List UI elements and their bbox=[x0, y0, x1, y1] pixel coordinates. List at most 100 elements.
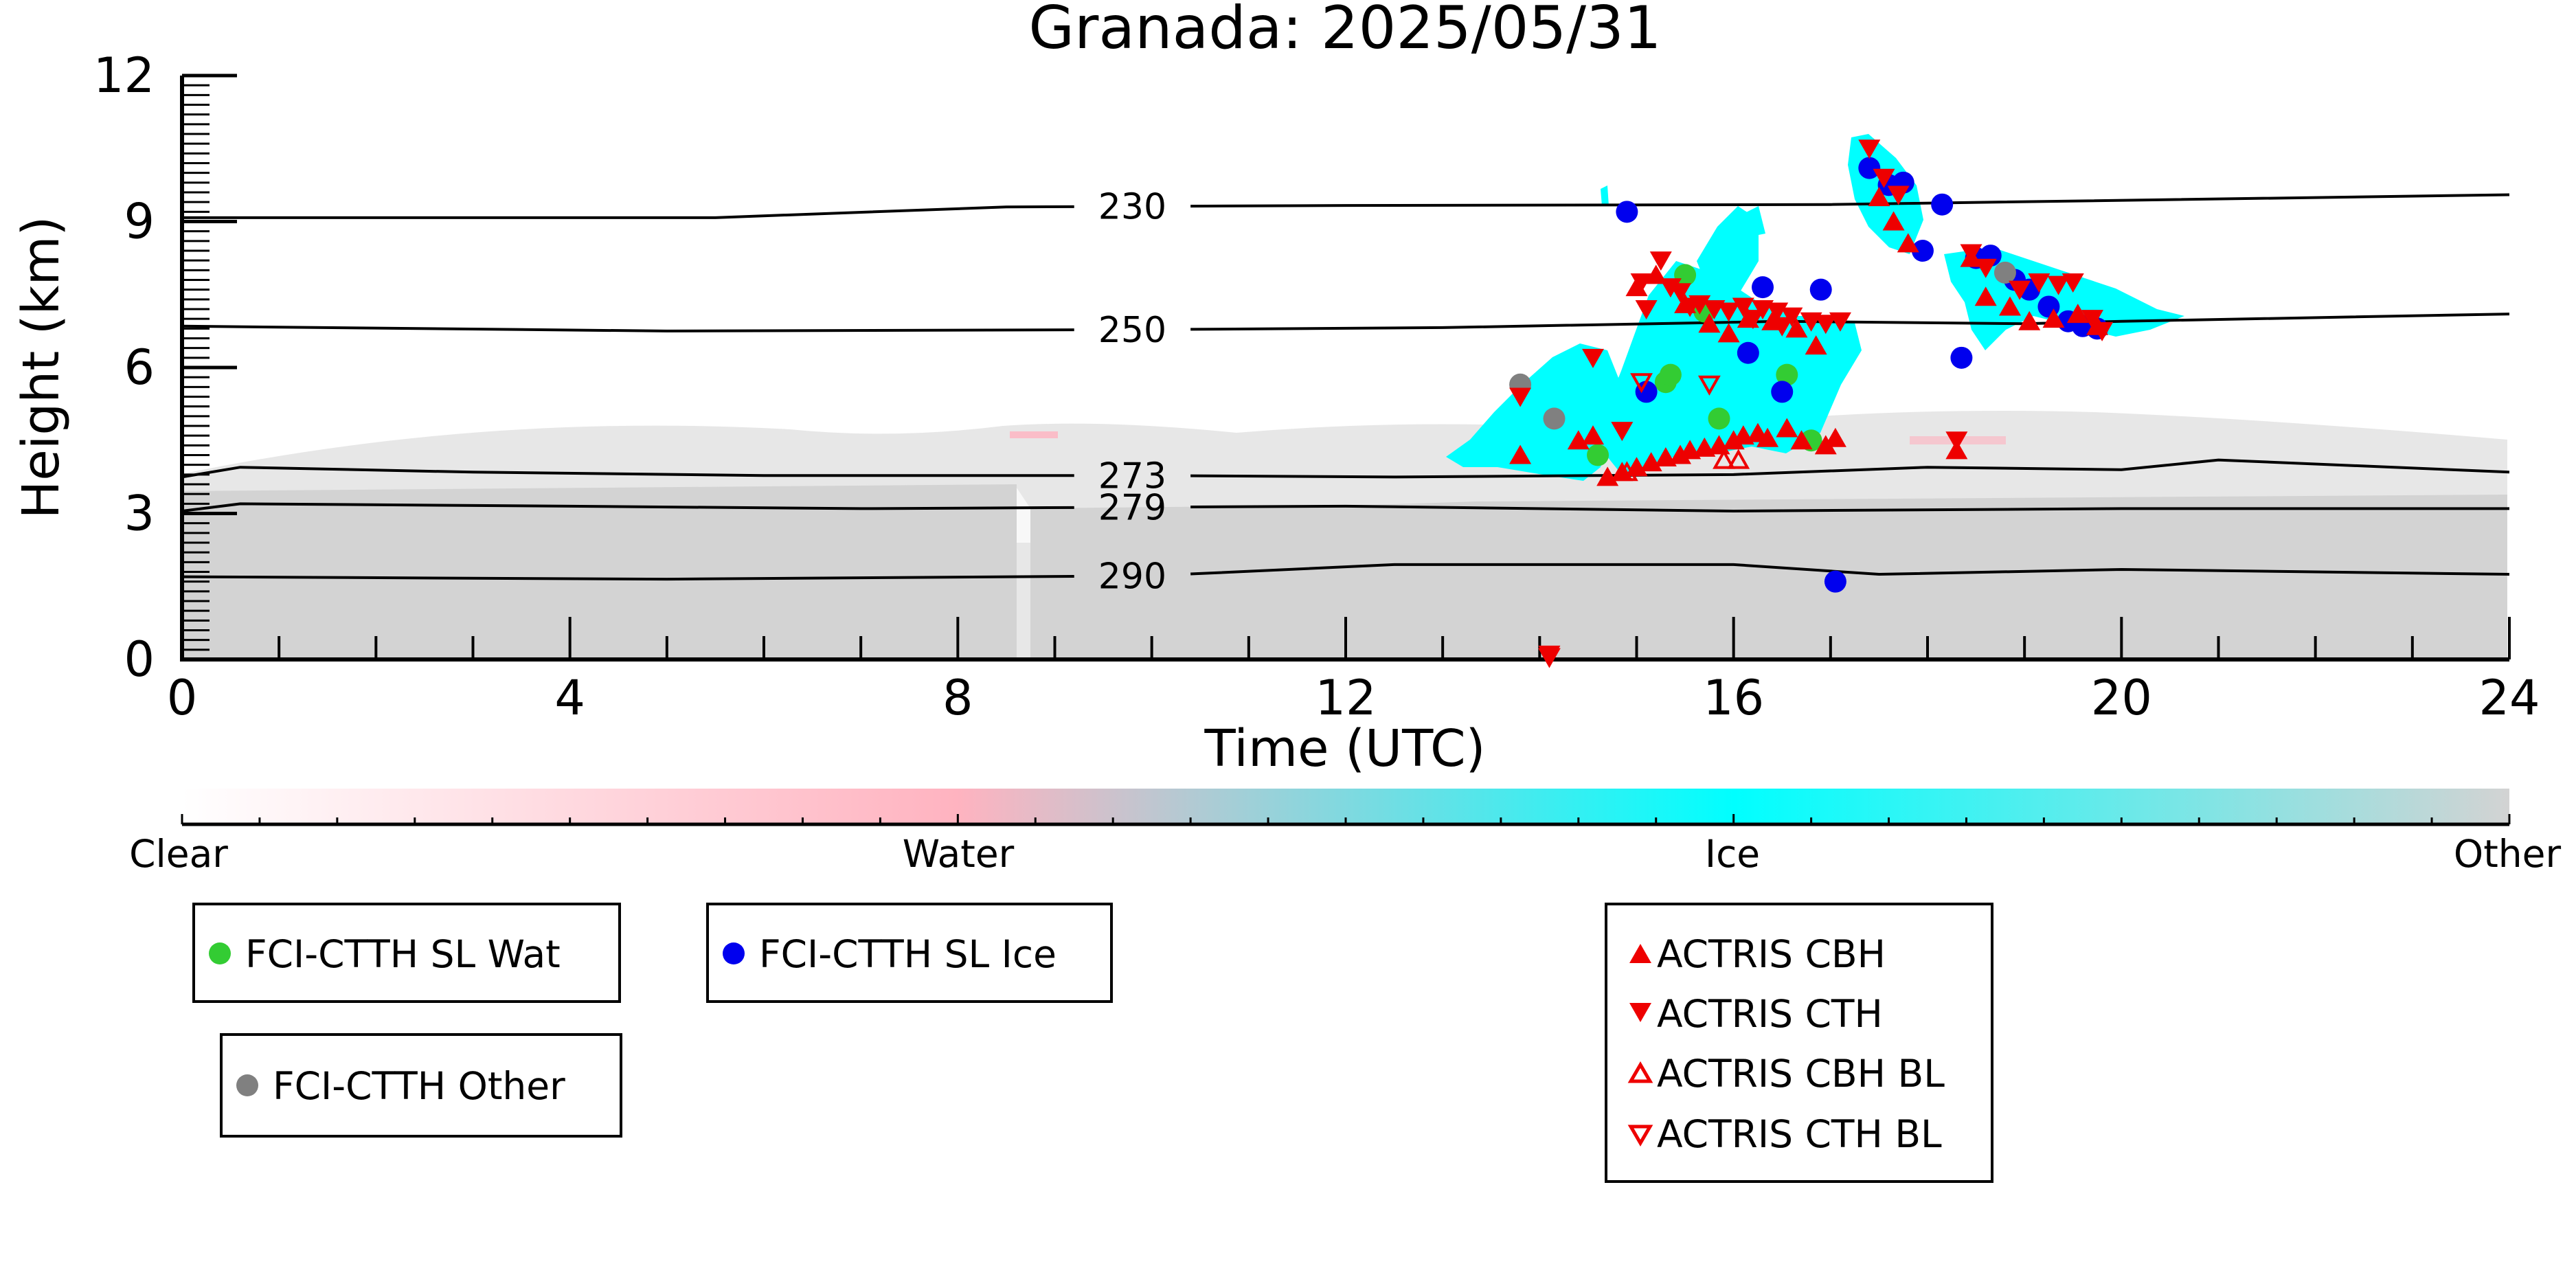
colorbar-label-ice: Ice bbox=[1705, 832, 1760, 876]
isotherm-line-279 bbox=[1190, 504, 2509, 512]
isotherm-line-230 bbox=[1190, 193, 2510, 208]
isotherm-label-273: 273 bbox=[1098, 455, 1166, 497]
legend-marker-cth-bl bbox=[1627, 1125, 1653, 1146]
marker-actris-cbh bbox=[1698, 313, 1721, 333]
marker-actris-cth-bl bbox=[1538, 648, 1561, 668]
y-axis: 0 3 6 9 12 bbox=[93, 47, 237, 688]
x-tick-label: 20 bbox=[2091, 670, 2152, 726]
x-axis-label: Time (UTC) bbox=[1204, 719, 1485, 778]
marker-actris-cbh bbox=[2042, 308, 2065, 328]
legend-label-ice: FCI-CTTH SL Ice bbox=[759, 932, 1057, 976]
marker-fci-ctth-sl-ice bbox=[1771, 381, 1794, 403]
marker-actris-cbh bbox=[1897, 233, 1919, 253]
marker-actris-cbh bbox=[1974, 286, 1997, 306]
isotherm-line-250 bbox=[181, 324, 1074, 332]
marker-actris-cbh bbox=[1882, 211, 1905, 231]
marker-actris-cth bbox=[1509, 387, 1532, 407]
marker-actris-cth bbox=[1858, 139, 1881, 159]
marker-actris-cbh bbox=[1596, 466, 1619, 486]
isotherm-line-273 bbox=[181, 466, 1074, 479]
marker-actris-cth bbox=[2061, 273, 2084, 293]
x-tick-label: 16 bbox=[1703, 670, 1764, 726]
marker-fci-ctth-sl-wat bbox=[1776, 363, 1798, 386]
marker-actris-cbh bbox=[1581, 425, 1604, 445]
marker-fci-ctth-sl-ice bbox=[1824, 570, 1846, 593]
marker-actris-cbh bbox=[1509, 444, 1532, 464]
marker-actris-cth bbox=[1581, 348, 1604, 368]
marker-actris-cth bbox=[1814, 315, 1837, 335]
marker-actris-cth bbox=[2028, 273, 2050, 293]
legend-label-cth: ACTRIS CTH bbox=[1657, 992, 1883, 1036]
marker-actris-cth bbox=[1766, 302, 1789, 322]
cloud-background-layer bbox=[182, 411, 2507, 659]
marker-actris-cbh bbox=[1708, 435, 1730, 455]
marker-fci-ctth-sl-ice bbox=[1858, 157, 1881, 179]
marker-actris-cth bbox=[1659, 278, 1682, 298]
marker-actris-cth bbox=[2091, 321, 2114, 341]
isotherm-line-273 bbox=[1190, 458, 2510, 479]
marker-actris-cth bbox=[1630, 273, 1653, 293]
marker-actris-cth bbox=[2009, 280, 2031, 300]
x-tick-label: 12 bbox=[1315, 670, 1376, 726]
marker-actris-cth bbox=[1974, 258, 1997, 278]
isotherm-label-279: 279 bbox=[1098, 487, 1166, 528]
isotherm-label-290: 290 bbox=[1098, 556, 1166, 597]
marker-actris-cbh-bl bbox=[1615, 461, 1638, 482]
legend-label-wat: FCI-CTTH SL Wat bbox=[245, 932, 561, 976]
x-tick-label: 4 bbox=[554, 670, 585, 726]
x-tick-label: 24 bbox=[2478, 670, 2540, 726]
colorbar: Clear Water Ice Other bbox=[129, 789, 2561, 876]
y-tick-label: 9 bbox=[124, 194, 155, 250]
x-axis: 0 4 8 12 16 20 24 bbox=[167, 617, 2540, 726]
marker-fci-ctth-sl-wat bbox=[1587, 444, 1609, 466]
legend-marker-ice bbox=[723, 942, 745, 964]
x-tick-label: 8 bbox=[942, 670, 973, 726]
marker-actris-cbh bbox=[1567, 430, 1590, 450]
legend-marker-cbh bbox=[1629, 944, 1651, 963]
colorbar-label-clear: Clear bbox=[129, 832, 228, 876]
marker-fci-ctth-sl-ice bbox=[1737, 341, 1759, 364]
marker-fci-ctth-sl-ice bbox=[1809, 278, 1832, 301]
marker-fci-ctth-sl-wat bbox=[1708, 407, 1730, 430]
isotherm-line-250 bbox=[1190, 313, 2510, 331]
y-tick-label: 12 bbox=[93, 47, 155, 104]
marker-actris-cbh bbox=[1824, 427, 1846, 447]
isotherm-line-279 bbox=[181, 502, 1074, 512]
marker-fci-ctth-sl-ice bbox=[1950, 346, 1973, 369]
marker-actris-cth bbox=[1611, 422, 1634, 442]
legend-marker-cth bbox=[1629, 1003, 1651, 1022]
marker-actris-cth bbox=[1960, 244, 1982, 264]
marker-fci-ctth-sl-ice bbox=[1911, 240, 1934, 262]
marker-actris-cth bbox=[1635, 300, 1658, 319]
marker-actris-cth bbox=[1873, 168, 1895, 188]
isotherm-line-290 bbox=[1190, 563, 2510, 576]
marker-actris-cth bbox=[1732, 297, 1754, 317]
marker-actris-cbh bbox=[2066, 304, 2089, 324]
colorbar-label-other: Other bbox=[2454, 832, 2562, 876]
isotherm-line-230 bbox=[182, 205, 1074, 219]
isotherm-line-290 bbox=[181, 574, 1074, 581]
legend-label-cbh-bl: ACTRIS CBH BL bbox=[1657, 1052, 1945, 1096]
marker-actris-cth bbox=[2047, 275, 2070, 295]
marker-actris-cth-bl bbox=[1630, 373, 1653, 394]
x-tick-label: 0 bbox=[167, 670, 198, 726]
colorbar-ticks bbox=[181, 814, 2511, 824]
marker-actris-cth-bl bbox=[1697, 375, 1721, 396]
marker-actris-cbh bbox=[1640, 452, 1662, 472]
marker-actris-cbh bbox=[1805, 335, 1827, 355]
chart-title: Granada: 2025/05/31 bbox=[1028, 0, 1661, 63]
marker-actris-cth bbox=[1829, 312, 1851, 332]
marker-fci-ctth-sl-wat bbox=[1659, 363, 1682, 386]
marker-fci-ctth-sl-ice bbox=[1752, 276, 1774, 299]
y-tick-label: 6 bbox=[124, 339, 155, 396]
y-tick-label: 0 bbox=[124, 631, 155, 688]
marker-actris-cth bbox=[1679, 297, 1702, 317]
legend-label-cth-bl: ACTRIS CTH BL bbox=[1657, 1112, 1942, 1156]
marker-fci-ctth-sl-ice bbox=[1616, 201, 1638, 223]
legend-wat: FCI-CTTH SL Wat bbox=[192, 903, 621, 1003]
marker-actris-cth bbox=[1649, 251, 1672, 271]
legend-other: FCI-CTTH Other bbox=[220, 1033, 622, 1138]
marker-actris-cbh-bl bbox=[1713, 449, 1735, 469]
